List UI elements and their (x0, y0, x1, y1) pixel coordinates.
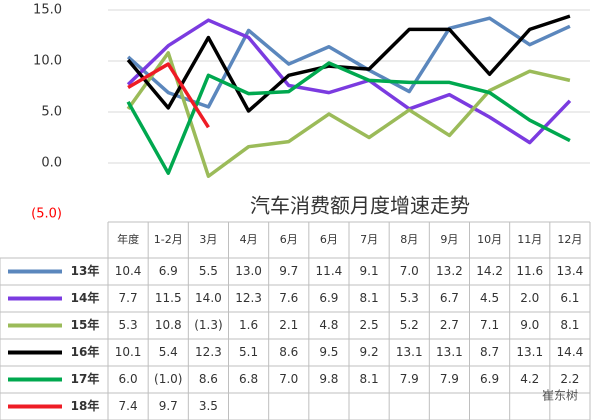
x-tick-label: 3月 (199, 233, 217, 246)
table-cell: 9.0 (520, 318, 539, 332)
legend-label: 13年 (71, 263, 100, 278)
chart-title: 汽车消费额月度增速走势 (250, 194, 470, 218)
table-cell: 3.5 (199, 399, 218, 413)
y-tick-label: 5.0 (41, 105, 62, 120)
table-cell: 8.1 (360, 372, 379, 386)
table-cell: 6.0 (119, 372, 138, 386)
table-cell: 13.1 (436, 345, 463, 359)
table-cell: 13.2 (436, 264, 463, 278)
legend-label: 14年 (71, 290, 100, 305)
table-cell: 8.6 (279, 345, 298, 359)
table-cell: 9.1 (360, 264, 379, 278)
x-tick-label: 1-2月 (154, 233, 183, 246)
table-cell: 7.9 (400, 372, 419, 386)
x-tick-label: 6月 (320, 233, 338, 246)
table-cell: 11.5 (155, 291, 182, 305)
table-cell: 14.0 (195, 291, 222, 305)
series-line (126, 18, 572, 145)
table-cell: 6.1 (560, 291, 579, 305)
table-cell: 6.9 (480, 372, 499, 386)
table-cell: 6.7 (440, 291, 459, 305)
table-cell: 1.6 (239, 318, 258, 332)
table-cell: 9.7 (159, 399, 178, 413)
watermark: 崔东树 (542, 388, 578, 403)
table-cell: 10.4 (115, 264, 142, 278)
table-cell: 14.4 (557, 345, 584, 359)
table-cell: 2.2 (560, 372, 579, 386)
table-cell: 13.1 (396, 345, 423, 359)
table-cell: 7.7 (119, 291, 138, 305)
y-tick-label: 10.0 (33, 54, 62, 69)
table-cell: 12.3 (235, 291, 262, 305)
table-cell: 7.4 (119, 399, 138, 413)
legend-label: 17年 (71, 371, 100, 386)
table-cell: 5.2 (400, 318, 419, 332)
table-cell: 9.8 (319, 372, 338, 386)
table-cell: 5.3 (400, 291, 419, 305)
table-cell: 6.9 (319, 291, 338, 305)
table-cell: 13.4 (557, 264, 584, 278)
x-tick-label: 9月 (440, 233, 458, 246)
table-cell: 4.2 (520, 372, 539, 386)
table-cell: 2.0 (520, 291, 539, 305)
table-cell: 9.5 (319, 345, 338, 359)
table-cell: 6.8 (239, 372, 258, 386)
series-line (127, 62, 210, 129)
legend-label: 15年 (71, 317, 100, 332)
table-cell: 7.0 (400, 264, 419, 278)
table-cell: 7.0 (279, 372, 298, 386)
y-tick-label: 0.0 (41, 156, 62, 171)
table-cell: 11.4 (316, 264, 343, 278)
table-cell: 7.6 (279, 291, 298, 305)
table-cell: 5.4 (159, 345, 178, 359)
x-tick-label: 11月 (517, 233, 542, 246)
table-cell: 12.3 (195, 345, 222, 359)
table-cell: 4.5 (480, 291, 499, 305)
table-cell: 13.0 (235, 264, 262, 278)
table-cell: 4.8 (319, 318, 338, 332)
table-cell: 2.5 (360, 318, 379, 332)
table-cell: 11.6 (516, 264, 543, 278)
y-tick-label: 15.0 (33, 3, 62, 18)
x-tick-label: 12月 (557, 233, 582, 246)
y-tick-label: (5.0) (31, 207, 62, 222)
table-cell: 8.7 (480, 345, 499, 359)
x-tick-label: 10月 (477, 233, 502, 246)
series-line (126, 51, 571, 179)
series-line (126, 61, 571, 175)
table-cell: 2.7 (440, 318, 459, 332)
x-tick-label: 7月 (360, 233, 378, 246)
table-cell: (1.3) (194, 318, 222, 332)
series-line (126, 14, 571, 113)
table-cell: 7.9 (440, 372, 459, 386)
table-cell: (1.0) (154, 372, 182, 386)
table-cell: 10.8 (155, 318, 182, 332)
table-cell: 7.1 (480, 318, 499, 332)
table-cell: 5.3 (119, 318, 138, 332)
table-cell: 8.1 (360, 291, 379, 305)
table-cell: 10.1 (115, 345, 142, 359)
table-cell: 9.2 (360, 345, 379, 359)
table-cell: 13.1 (516, 345, 543, 359)
table-cell: 14.2 (476, 264, 503, 278)
table-cell: 9.7 (279, 264, 298, 278)
x-tick-label: 6月 (280, 233, 298, 246)
table-cell: 5.1 (239, 345, 258, 359)
x-tick-label: 年度 (117, 232, 139, 246)
table-cell: 2.1 (279, 318, 298, 332)
x-tick-label: 4月 (240, 233, 258, 246)
table-cell: 8.6 (199, 372, 218, 386)
legend-label: 18年 (71, 398, 100, 413)
table-cell: 8.1 (560, 318, 579, 332)
table-cell: 6.9 (159, 264, 178, 278)
legend-label: 16年 (71, 344, 100, 359)
table-cell: 5.5 (199, 264, 218, 278)
x-tick-label: 8月 (400, 233, 418, 246)
series-line (126, 16, 571, 109)
